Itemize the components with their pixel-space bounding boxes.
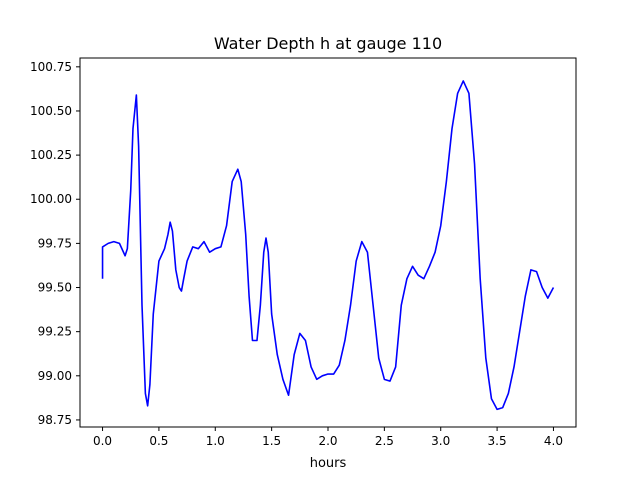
x-tick-label: 1.5 — [262, 434, 281, 448]
chart-title: Water Depth h at gauge 110 — [214, 34, 442, 53]
y-tick-label: 99.75 — [38, 236, 72, 250]
y-tick-label: 100.75 — [30, 60, 72, 74]
y-tick-label: 100.50 — [30, 104, 72, 118]
x-tick-label: 2.5 — [375, 434, 394, 448]
plot-frame — [79, 57, 577, 428]
x-axis-label: hours — [310, 456, 347, 471]
x-tick-label: 0.0 — [93, 434, 112, 448]
x-tick-label: 3.5 — [488, 434, 507, 448]
y-tick-label: 100.25 — [30, 148, 72, 162]
series-line-0 — [101, 80, 555, 411]
x-axis: 0.0 0.5 1.0 1.5 2.0 2.5 3.0 3.5 4.0 — [93, 427, 563, 448]
x-tick-label: 0.5 — [149, 434, 168, 448]
y-tick-label: 99.50 — [38, 281, 72, 295]
y-tick-label: 99.25 — [38, 325, 72, 339]
x-tick-label: 4.0 — [544, 434, 563, 448]
x-tick-label: 2.0 — [318, 434, 337, 448]
y-tick-label: 100.00 — [30, 192, 72, 206]
y-tick-label: 98.75 — [38, 413, 72, 427]
x-tick-label: 1.0 — [206, 434, 225, 448]
x-tick-label: 3.0 — [431, 434, 450, 448]
y-axis: 98.75 99.00 99.25 99.50 99.75 100.00 100.25 100… — [30, 60, 80, 427]
y-tick-label: 99.00 — [38, 369, 72, 383]
